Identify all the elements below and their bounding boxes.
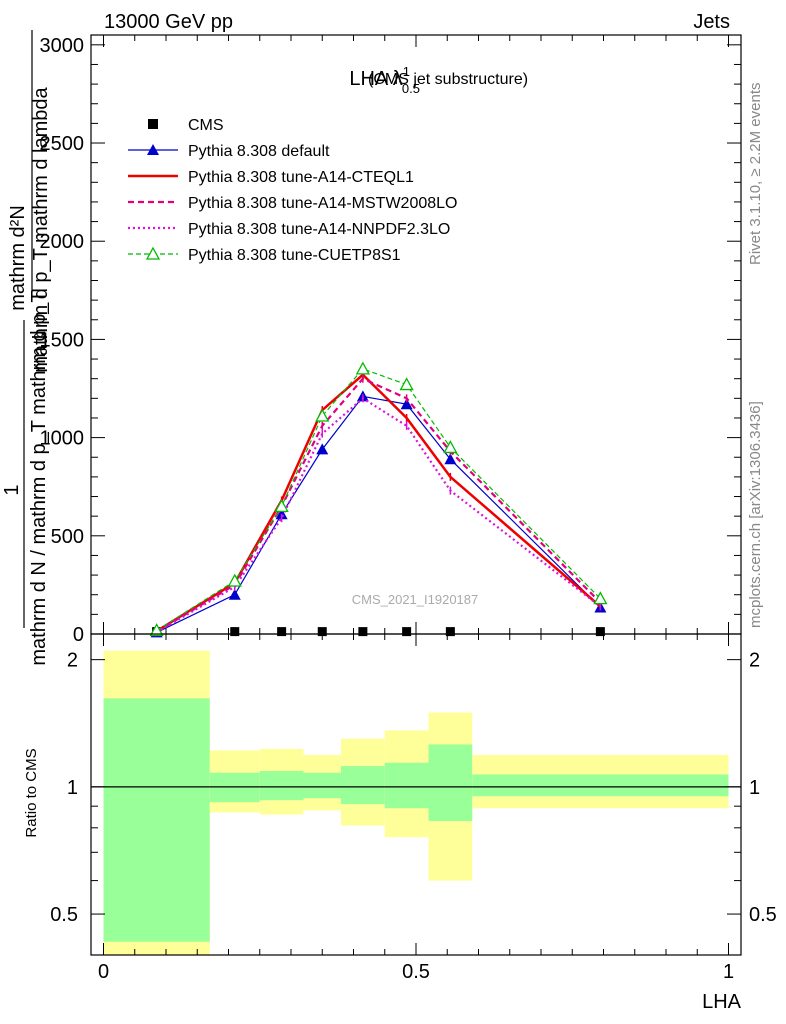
header-left: 13000 GeV pp: [104, 11, 233, 33]
data-point-cms: [595, 627, 605, 637]
y-tick-label: 0: [73, 624, 84, 646]
ratio-y-tick-label-left: 0.5: [50, 904, 78, 926]
y-tick-label: 500: [51, 526, 84, 548]
data-point-cuetp: [593, 591, 608, 605]
ratio-band-inner: [428, 744, 473, 822]
series-cuetp: [149, 361, 608, 637]
data-point-default: [316, 443, 329, 455]
ratio-y-tick-label-left: 1: [67, 777, 78, 799]
ratio-y-tick-label-left: 2: [67, 650, 78, 672]
data-point-default: [228, 588, 241, 600]
plot-title-sub: 0.5: [402, 81, 420, 96]
data-point-cuetp: [227, 573, 242, 587]
legend-item-a14nnpdf: Pythia 8.308 tune-A14-NNPDF2.3LO: [128, 221, 450, 238]
legend-item-cms: CMS: [148, 117, 224, 134]
data-point-cuetp: [399, 377, 414, 391]
data-point-cms: [317, 627, 327, 637]
plot-title-main: LHA λ: [349, 68, 402, 90]
data-point-default: [275, 508, 288, 520]
legend-marker-cuetp: [145, 246, 161, 260]
ratio-y-tick-label-right: 2: [749, 650, 760, 672]
data-point-cuetp: [274, 498, 289, 512]
ratio-band-inner: [103, 698, 210, 942]
data-point-cms: [402, 627, 412, 637]
ratio-band-inner: [259, 771, 304, 801]
x-axis-label: LHA: [702, 991, 742, 1013]
legend-item-a14cteq: Pythia 8.308 tune-A14-CTEQL1: [128, 169, 414, 186]
y-tick-label: 2000: [40, 231, 85, 253]
ratio-band-inner: [384, 762, 429, 809]
x-tick-label: 0: [98, 961, 109, 983]
ratio-y-tick-label-right: 0.5: [749, 904, 777, 926]
mcplots-label: mcplots.cern.ch [arXiv:1306.3436]: [747, 401, 764, 628]
x-tick-label: 0.5: [402, 961, 430, 983]
data-point-cms: [277, 627, 287, 637]
legend-label-a14cteq: Pythia 8.308 tune-A14-CTEQL1: [188, 169, 414, 186]
main-plot: 0 500 1000 1500 2000 2500 3000 CMS Pythia 8.308 …: [40, 34, 742, 646]
data-point-cuetp: [149, 623, 164, 637]
legend-marker-default: [147, 144, 159, 155]
legend-item-cuetp: Pythia 8.308 tune-CUETP8S1: [128, 246, 401, 264]
legend-label-cms: CMS: [188, 117, 224, 134]
y-tick-label: 1000: [40, 428, 85, 450]
y-label-line2: mathrm d p_T mathrm d lambda: [30, 86, 52, 372]
rivet-label: Rivet 3.1.10, ≥ 2.2M events: [747, 83, 764, 266]
y-tick-label: 3000: [40, 35, 85, 57]
legend-label-default: Pythia 8.308 default: [188, 143, 330, 160]
plot-title-sup: 1: [403, 64, 410, 79]
ratio-band-inner: [472, 774, 729, 797]
series-cms: [152, 627, 605, 637]
y-label-line4: mathrm d N / mathrm d p_T mathrm d p_T: [28, 290, 50, 665]
y-tick-label: 1500: [40, 329, 85, 351]
data-point-cuetp: [315, 408, 330, 422]
data-point-cuetp: [355, 361, 370, 375]
legend-label-a14nnpdf: Pythia 8.308 tune-A14-NNPDF2.3LO: [188, 221, 450, 238]
legend-item-a14mstw: Pythia 8.308 tune-A14-MSTW2008LO: [128, 195, 457, 212]
ratio-plot: 0 0.5 1 0.5 0.5 1 1 2 2: [50, 633, 777, 983]
ratio-y-tick-label-right: 1: [749, 777, 760, 799]
series-line-cuetp: [156, 368, 601, 631]
legend-item-default: Pythia 8.308 default: [128, 143, 330, 160]
plot-title: LHA λ1 0.5: [349, 64, 420, 96]
legend-marker-cms: [148, 119, 158, 129]
data-point-default: [400, 398, 413, 410]
x-tick-label: 1: [723, 961, 734, 983]
legend: CMS Pythia 8.308 default Pythia 8.308 tune…: [128, 117, 457, 264]
y-label-line1: mathrm d²N: [7, 205, 29, 311]
series-line-a14mstw: [156, 377, 602, 633]
analysis-watermark: CMS_2021_I1920187: [352, 592, 479, 607]
legend-label-a14mstw: Pythia 8.308 tune-A14-MSTW2008LO: [188, 195, 457, 212]
data-point-default: [444, 453, 457, 465]
ratio-band-inner: [341, 766, 385, 805]
y-label-line3: 1: [1, 484, 23, 495]
data-point-cms: [445, 627, 455, 637]
data-point-cms: [230, 627, 240, 637]
ratio-y-label: Ratio to CMS: [23, 748, 40, 837]
plot-title-suffix: (CMS jet substructure): [368, 71, 528, 88]
series-line-default: [156, 395, 601, 633]
ratio-band-inner: [303, 772, 341, 799]
data-point-cuetp: [443, 440, 458, 454]
legend-label-cuetp: Pythia 8.308 tune-CUETP8S1: [188, 247, 401, 264]
header-right: Jets: [693, 11, 730, 33]
data-point-cms: [358, 627, 368, 637]
y-tick-label: 2500: [40, 133, 85, 155]
